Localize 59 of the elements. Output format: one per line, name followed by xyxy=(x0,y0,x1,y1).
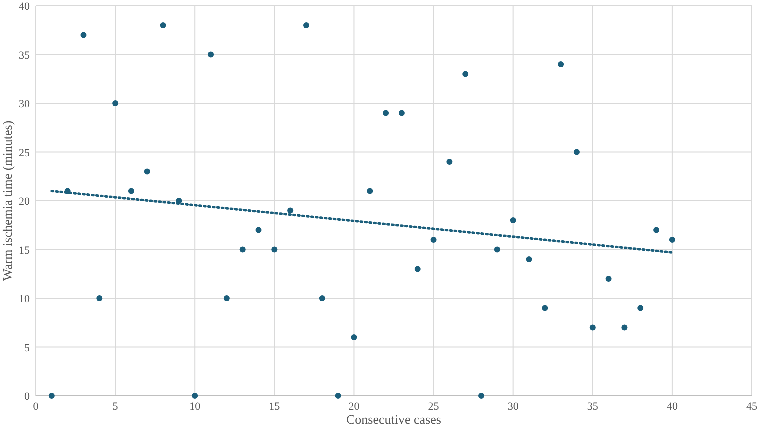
x-tick-label: 15 xyxy=(269,401,281,413)
point xyxy=(288,208,294,214)
y-tick-label: 30 xyxy=(19,98,30,110)
point xyxy=(574,149,580,156)
point xyxy=(160,22,166,28)
point xyxy=(494,246,500,253)
point xyxy=(510,218,516,224)
point xyxy=(398,110,405,116)
y-tick-label: 5 xyxy=(24,342,30,354)
point xyxy=(335,393,342,399)
point xyxy=(48,393,55,399)
point xyxy=(208,52,214,58)
x-tick-label: 45 xyxy=(746,401,758,413)
point xyxy=(96,296,103,302)
x-tick-label: 40 xyxy=(666,401,678,413)
x-axis-title: Consecutive cases xyxy=(346,412,442,427)
point xyxy=(622,324,628,331)
point xyxy=(303,22,310,28)
point xyxy=(462,71,469,78)
point xyxy=(654,227,660,234)
x-tick-label: 5 xyxy=(112,401,119,413)
point xyxy=(272,246,278,253)
point xyxy=(112,100,119,106)
point xyxy=(526,256,532,262)
point xyxy=(351,334,358,340)
y-tick-label: 15 xyxy=(19,244,30,257)
x-tick-label: 20 xyxy=(348,401,360,413)
y-axis-title: Warm ischemia time (minutes) xyxy=(0,120,15,282)
point xyxy=(224,296,230,302)
y-tick-label: 0 xyxy=(24,391,30,403)
point xyxy=(192,393,198,399)
point xyxy=(144,168,150,175)
point xyxy=(80,32,87,38)
point xyxy=(590,324,596,331)
point xyxy=(638,305,644,312)
point xyxy=(542,305,548,312)
y-tick-label: 10 xyxy=(19,294,30,306)
point xyxy=(240,246,246,253)
point xyxy=(446,159,453,165)
point xyxy=(558,62,564,68)
point xyxy=(606,276,612,282)
y-tick-label: 20 xyxy=(19,196,30,208)
point xyxy=(414,266,421,272)
point xyxy=(383,110,390,116)
y-tick-label: 35 xyxy=(19,50,30,62)
point xyxy=(256,227,262,234)
x-tick-label: 25 xyxy=(428,401,440,413)
point xyxy=(478,393,485,399)
point xyxy=(319,296,326,302)
y-tick-label: 25 xyxy=(19,147,30,160)
x-tick-label: 35 xyxy=(587,401,599,413)
point xyxy=(128,188,134,194)
point xyxy=(367,188,374,194)
x-tick-label: 10 xyxy=(190,401,202,413)
x-tick-label: 30 xyxy=(508,401,520,413)
y-tick-label: 40 xyxy=(19,1,30,13)
x-tick-label: 0 xyxy=(33,401,40,413)
point xyxy=(669,237,676,243)
point xyxy=(430,237,437,243)
